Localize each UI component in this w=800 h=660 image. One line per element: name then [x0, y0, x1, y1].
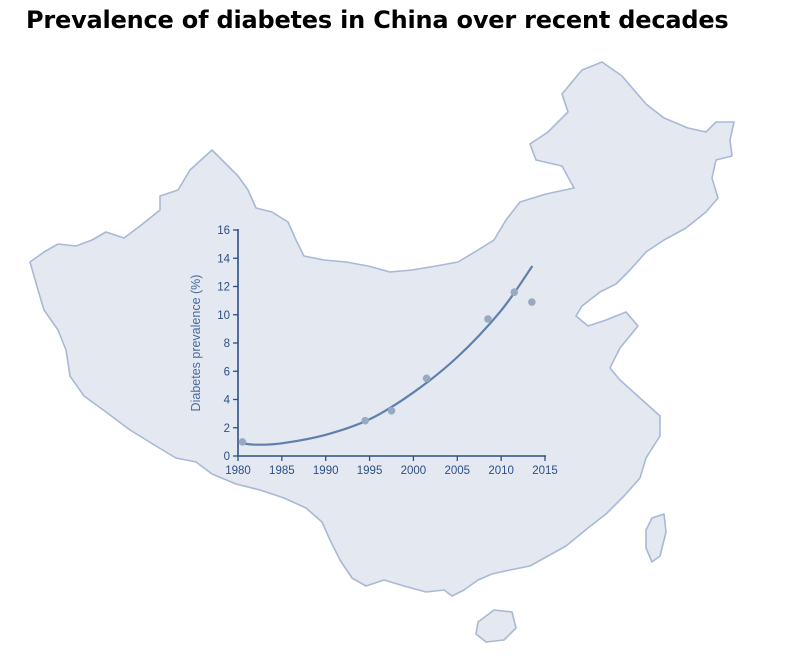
china-map-taiwan — [645, 513, 667, 563]
data-point — [510, 288, 519, 296]
page-title: Prevalence of diabetes in China over rec… — [26, 6, 729, 34]
x-tick-label: 1990 — [313, 465, 339, 477]
data-points — [238, 288, 536, 446]
y-axis-title: Diabetes prevalence (%) — [189, 275, 203, 412]
data-point — [484, 315, 492, 323]
x-axis-ticks: 1980 1985 1990 1995 2000 2005 2010 2015 — [225, 456, 558, 477]
data-point — [361, 416, 369, 425]
trend-curve — [241, 265, 533, 446]
x-tick-label: 1980 — [225, 465, 251, 477]
data-point — [528, 298, 536, 306]
china-map-hainan — [475, 609, 517, 643]
y-tick-label: 4 — [224, 395, 231, 407]
y-tick-label: 6 — [224, 366, 230, 378]
y-tick-label: 2 — [224, 423, 230, 435]
china-map-mainland — [29, 61, 735, 597]
y-tick-label: 0 — [224, 451, 230, 463]
x-tick-label: 2005 — [444, 465, 470, 477]
y-tick-label: 8 — [224, 338, 230, 350]
x-tick-label: 1995 — [357, 465, 383, 477]
y-tick-label: 12 — [217, 282, 230, 294]
y-tick-label: 14 — [217, 253, 230, 265]
chart-plot: 0 2 4 6 8 10 12 14 16 1980 1985 1990 1995 2000 2005 20… — [189, 225, 558, 477]
x-tick-label: 1985 — [269, 465, 295, 477]
data-point — [238, 438, 247, 446]
y-tick-label: 16 — [217, 225, 230, 237]
data-point — [422, 374, 431, 383]
y-tick-label: 10 — [217, 310, 230, 322]
x-tick-label: 2015 — [532, 465, 558, 477]
data-point — [387, 407, 396, 415]
x-tick-label: 2010 — [488, 465, 514, 477]
x-tick-label: 2000 — [401, 465, 427, 477]
y-axis-ticks: 0 2 4 6 8 10 12 14 16 — [217, 225, 238, 463]
